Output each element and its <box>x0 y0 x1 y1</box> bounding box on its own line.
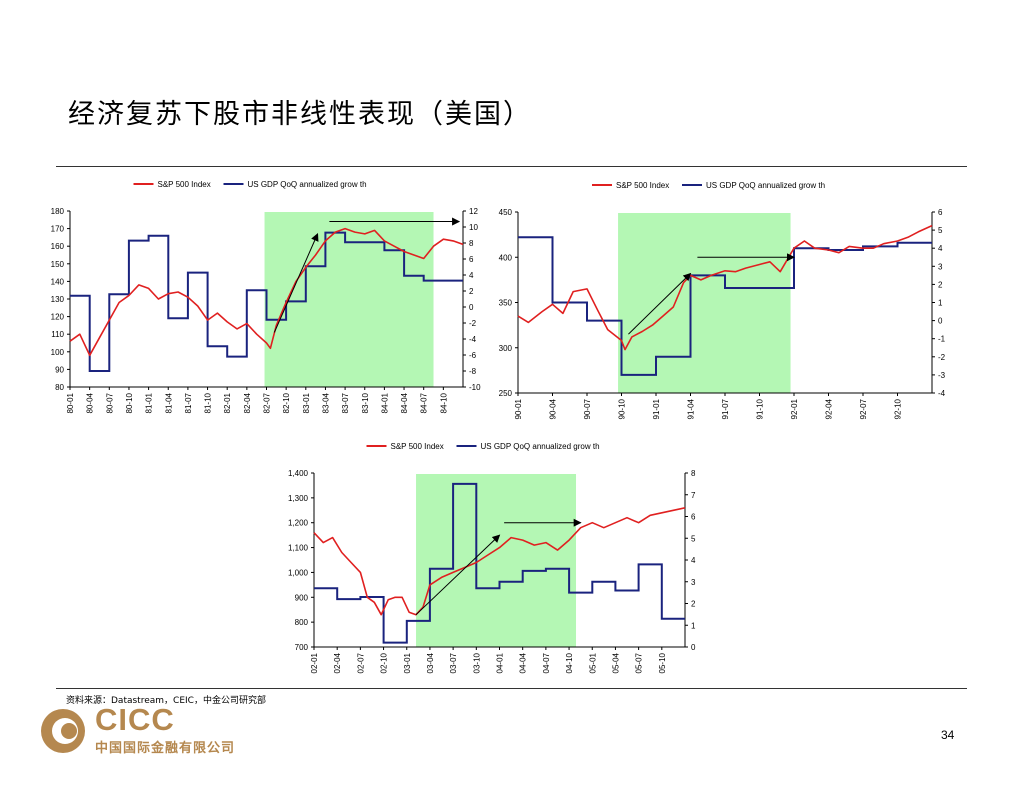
left-tick-label: 140 <box>51 277 65 286</box>
page-number: 34 <box>941 728 955 742</box>
left-tick-label: 130 <box>51 295 65 304</box>
left-tick-label: 170 <box>51 225 65 234</box>
x-tick-label: 80-10 <box>125 392 134 413</box>
bottom-divider <box>56 688 967 689</box>
left-tick-label: 110 <box>51 330 64 339</box>
x-tick-label: 83-01 <box>302 392 311 413</box>
right-tick-label: 2 <box>469 287 474 296</box>
cicc-logo-icon <box>41 709 85 753</box>
right-tick-label: -8 <box>469 367 477 376</box>
legend-label-gdp: US GDP QoQ annualized grow th <box>248 180 367 189</box>
x-tick-label: 81-04 <box>164 392 173 413</box>
logo-text: CICC <box>95 702 175 737</box>
right-tick-label: 4 <box>469 271 474 280</box>
x-tick-label: 82-04 <box>243 392 252 413</box>
sp500-series-line <box>69 227 464 357</box>
legend-label-sp500: S&P 500 Index <box>158 180 211 189</box>
left-tick-label: 160 <box>51 242 65 251</box>
trend-arrow <box>273 232 319 333</box>
x-tick-label: 81-10 <box>204 392 213 413</box>
x-tick-label: 81-01 <box>145 392 154 413</box>
right-tick-label: 8 <box>469 239 474 248</box>
x-tick-label: 84-07 <box>420 392 429 413</box>
x-tick-label: 80-01 <box>66 392 75 413</box>
x-tick-label: 84-04 <box>400 392 409 413</box>
x-tick-label: 84-01 <box>380 392 389 413</box>
logo-company-name: 中国国际金融有限公司 <box>95 741 236 756</box>
left-tick-label: 150 <box>51 260 65 269</box>
right-tick-label: -6 <box>469 351 477 360</box>
x-tick-label: 81-07 <box>184 392 193 413</box>
left-tick-label: 180 <box>51 207 65 216</box>
right-tick-label: 6 <box>469 255 474 264</box>
right-tick-label: -10 <box>469 383 481 392</box>
left-tick-label: 90 <box>55 365 64 374</box>
left-tick-label: 100 <box>51 348 65 357</box>
source-note: 资料来源：Datastream，CEIC，中金公司研究部 <box>66 696 266 706</box>
left-tick-label: 120 <box>51 313 65 322</box>
x-tick-label: 83-10 <box>361 392 370 413</box>
gdp-series-line <box>70 231 463 372</box>
x-tick-label: 80-04 <box>86 392 95 413</box>
x-tick-label: 80-07 <box>105 392 114 413</box>
right-tick-label: -2 <box>469 319 477 328</box>
x-tick-label: 84-10 <box>439 392 448 413</box>
page-title: 经济复苏下股市非线性表现（美国） <box>68 99 532 130</box>
right-tick-label: 10 <box>469 223 478 232</box>
x-tick-label: 82-01 <box>223 392 232 413</box>
x-tick-label: 82-10 <box>282 392 291 413</box>
left-tick-label: 80 <box>55 383 64 392</box>
x-tick-label: 83-07 <box>341 392 350 413</box>
x-tick-label: 83-04 <box>321 392 330 413</box>
top-divider <box>56 166 967 167</box>
recovery-highlight <box>264 212 434 387</box>
right-tick-label: -4 <box>469 335 477 344</box>
x-tick-label: 82-07 <box>263 392 272 413</box>
right-tick-label: 0 <box>469 303 474 312</box>
right-tick-label: 12 <box>469 207 478 216</box>
